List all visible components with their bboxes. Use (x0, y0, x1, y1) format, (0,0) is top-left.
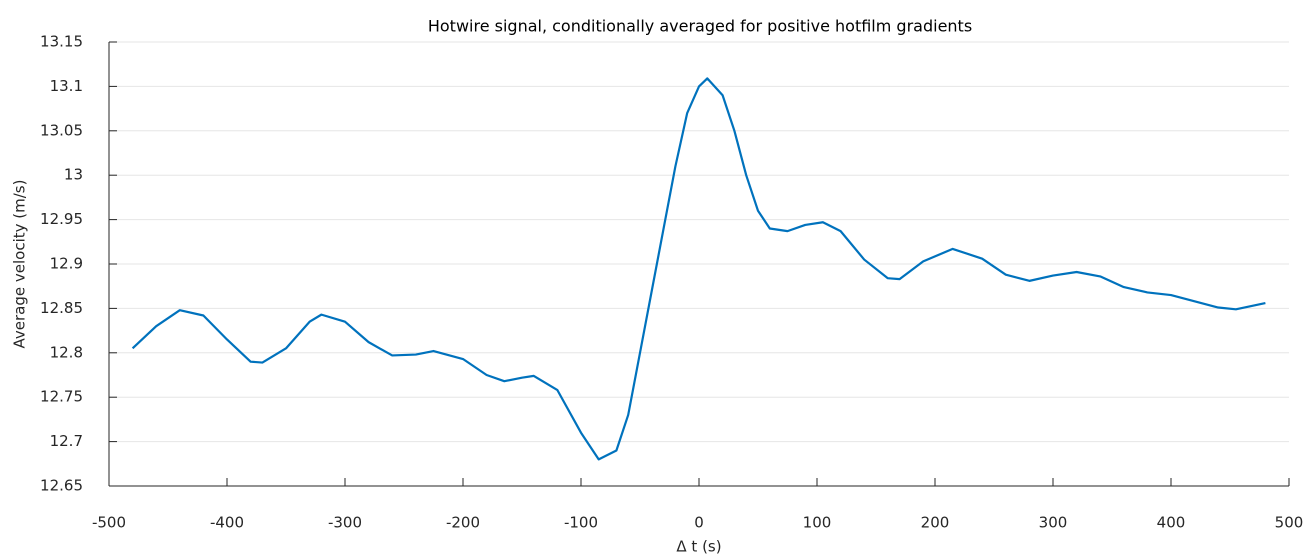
data-line (131, 77, 1266, 461)
y-tick-label: 12.75 (40, 388, 83, 406)
x-tick-label: 200 (921, 514, 950, 532)
x-axis-label: Δ t (s) (676, 538, 721, 555)
x-tick-label: -400 (210, 514, 244, 532)
x-tick-label: -200 (446, 514, 480, 532)
y-tick-label: 12.9 (50, 255, 83, 273)
x-tick-label: 100 (803, 514, 832, 532)
x-tick-label: 300 (1039, 514, 1068, 532)
y-tick-label: 13 (64, 166, 83, 184)
x-tick-label: -100 (564, 514, 598, 532)
x-tick-label: 0 (694, 514, 704, 532)
y-tick-label: 12.95 (40, 210, 83, 228)
y-tick-label: 13.15 (40, 33, 83, 51)
y-tick-label: 12.65 (40, 477, 83, 495)
chart-title: Hotwire signal, conditionally averaged f… (428, 17, 972, 36)
x-tick-label: -300 (328, 514, 362, 532)
y-tick-label: 13.1 (50, 77, 83, 95)
x-tick-label: 400 (1157, 514, 1186, 532)
x-tick-label: 500 (1275, 514, 1304, 532)
x-tick-label: -500 (92, 514, 126, 532)
y-tick-label: 12.7 (50, 432, 83, 450)
y-tick-label: 12.85 (40, 299, 83, 317)
y-axis-label: Average velocity (m/s) (11, 180, 29, 349)
y-tick-label: 13.05 (40, 121, 83, 139)
y-tick-label: 12.8 (50, 343, 83, 361)
